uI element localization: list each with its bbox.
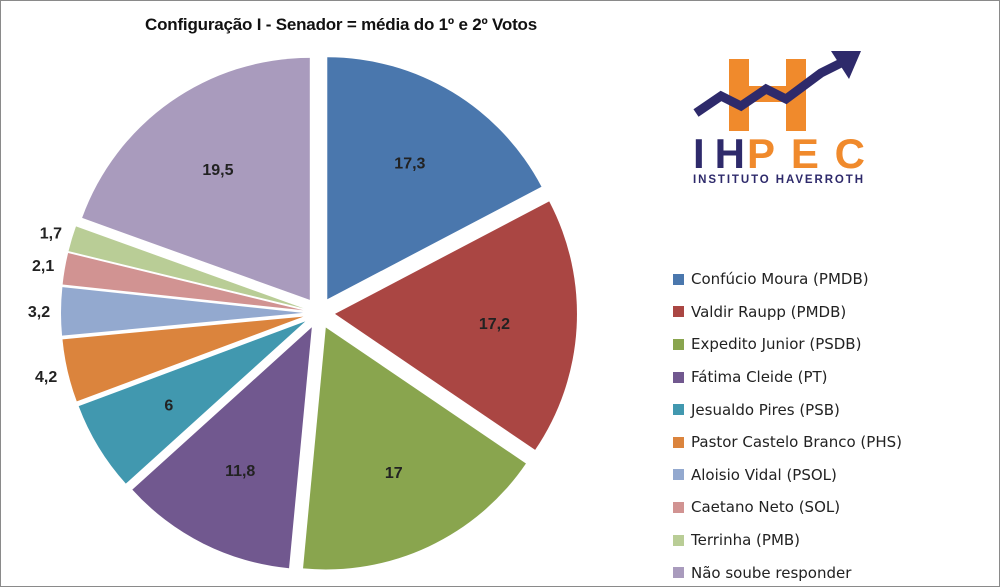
data-label: 4,2 (35, 369, 57, 386)
ihpec-logo: IH PEC INSTITUTO HAVERROTH (693, 51, 865, 186)
svg-text:IH: IH (693, 130, 745, 177)
pie-slice (82, 57, 310, 300)
data-label: 19,5 (202, 162, 233, 179)
pie-slice (303, 327, 526, 570)
pie-slice (62, 316, 304, 402)
legend-label: Valdir Raupp (PMDB) (691, 302, 847, 321)
legend-swatch (673, 273, 684, 285)
chart-title: Configuração I - Senador = média do 1º e… (145, 15, 537, 34)
svg-text:INSTITUTO HAVERROTH: INSTITUTO HAVERROTH (693, 174, 863, 186)
legend-swatch (673, 567, 684, 579)
legend-swatch (673, 534, 684, 546)
legend-item: Não soube responder (673, 556, 902, 586)
pie-slice (62, 253, 304, 311)
legend: Confúcio Moura (PMDB) Valdir Raupp (PMDB)… (673, 263, 902, 586)
pie-chart: 17,3 17,2 17 11,8 6 4,2 3,2 2,1 1,7 19,5 (28, 57, 577, 570)
legend-label: Fátima Cleide (PT) (691, 368, 828, 387)
svg-text:PEC: PEC (747, 130, 865, 177)
legend-item: Caetano Neto (SOL) (673, 491, 902, 524)
legend-item: Fátima Cleide (PT) (673, 361, 902, 394)
legend-label: Jesualdo Pires (PSB) (691, 400, 840, 419)
legend-label: Terrinha (PMB) (691, 531, 801, 550)
pie-slice (132, 327, 312, 569)
legend-swatch (673, 371, 684, 383)
data-label: 11,8 (225, 463, 255, 480)
data-label: 17 (385, 465, 403, 482)
data-label: 17,3 (394, 156, 425, 173)
legend-swatch (673, 469, 684, 481)
legend-item: Aloisio Vidal (PSOL) (673, 459, 902, 492)
data-label: 6 (164, 397, 173, 414)
legend-item: Confúcio Moura (PMDB) (673, 263, 902, 296)
data-label: 2,1 (32, 258, 54, 275)
pie-slice (78, 321, 306, 484)
legend-label: Pastor Castelo Branco (PHS) (691, 433, 902, 452)
pie-slice (327, 57, 542, 300)
data-label: 3,2 (28, 304, 50, 321)
legend-item: Jesualdo Pires (PSB) (673, 393, 902, 426)
legend-item: Valdir Raupp (PMDB) (673, 296, 902, 329)
legend-label: Caetano Neto (SOL) (691, 498, 841, 517)
legend-swatch (673, 501, 684, 513)
legend-item: Pastor Castelo Branco (PHS) (673, 426, 902, 459)
legend-swatch (673, 404, 684, 416)
data-label: 17,2 (479, 316, 510, 333)
pie-slice (61, 287, 304, 336)
legend-item: Terrinha (PMB) (673, 524, 902, 557)
legend-label: Aloisio Vidal (PSOL) (691, 465, 837, 484)
legend-swatch (673, 306, 684, 318)
data-label: 1,7 (40, 225, 62, 242)
legend-swatch (673, 436, 684, 448)
legend-label: Não soube responder (691, 563, 852, 582)
legend-swatch (673, 338, 684, 350)
legend-item: Expedito Junior (PSDB) (673, 328, 902, 361)
pie-slice (68, 226, 304, 309)
pie-slice (334, 201, 577, 450)
legend-label: Expedito Junior (PSDB) (691, 335, 862, 354)
legend-label: Confúcio Moura (PMDB) (691, 270, 869, 289)
